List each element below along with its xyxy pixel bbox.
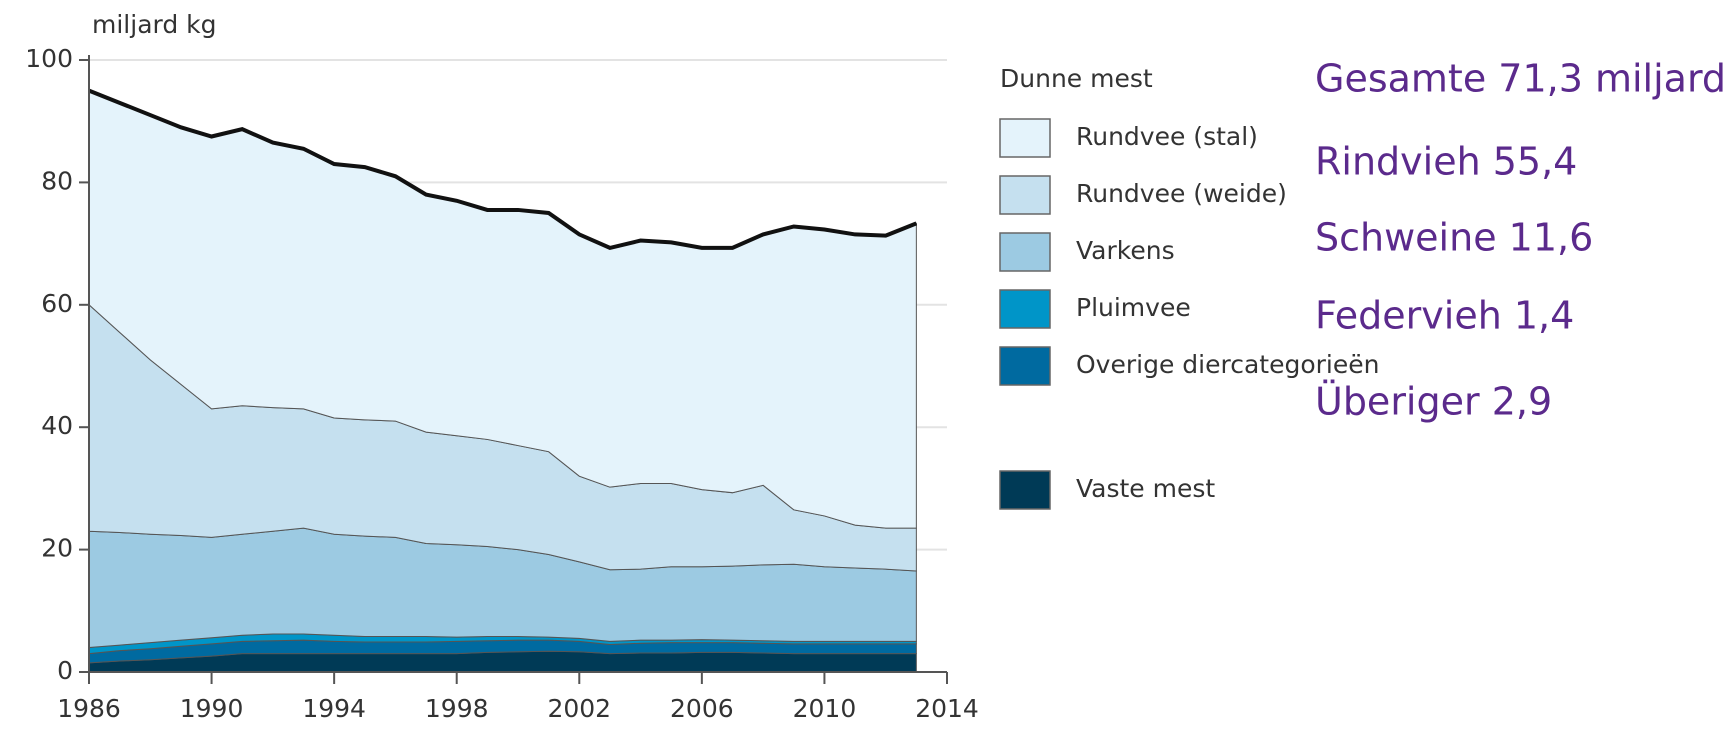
legend-title: Dunne mest [1000,64,1153,93]
x-tick-label: 1994 [302,694,366,723]
y-tick-label: 100 [25,44,73,73]
x-tick-label: 2006 [670,694,734,723]
x-tick-label: 2010 [793,694,857,723]
x-tick-label: 2014 [915,694,979,723]
x-tick-label: 1998 [425,694,489,723]
legend-label: Overige diercategorieën [1076,350,1379,379]
legend-swatch [999,289,1051,329]
annotation: Gesamte 71,3 miljard [1315,57,1726,101]
legend-label: Rundvee (weide) [1076,179,1287,208]
legend-swatch [999,470,1051,510]
legend-label: Rundvee (stal) [1076,122,1258,151]
y-tick-label: 0 [57,656,73,685]
annotation: Rindvieh 55,4 [1315,140,1577,184]
total-line [88,88,918,250]
annotation: Federvieh 1,4 [1315,294,1574,338]
legend-swatch [999,175,1051,215]
y-tick-label: 20 [41,534,73,563]
legend-label: Varkens [1076,236,1175,265]
y-tick-label: 80 [41,166,73,195]
legend-label: Pluimvee [1076,293,1191,322]
legend-label: Vaste mest [1076,474,1215,503]
y-tick-label: 40 [41,411,73,440]
y-tick-label: 60 [41,289,73,318]
x-tick-label: 2002 [547,694,611,723]
legend-swatch [999,118,1051,158]
legend-swatch [999,346,1051,386]
annotation: Überiger 2,9 [1315,380,1552,424]
y-axis-label: miljard kg [92,10,217,39]
x-tick-label: 1990 [180,694,244,723]
legend-swatch [999,232,1051,272]
annotation: Schweine 11,6 [1315,216,1593,260]
x-tick-label: 1986 [57,694,121,723]
